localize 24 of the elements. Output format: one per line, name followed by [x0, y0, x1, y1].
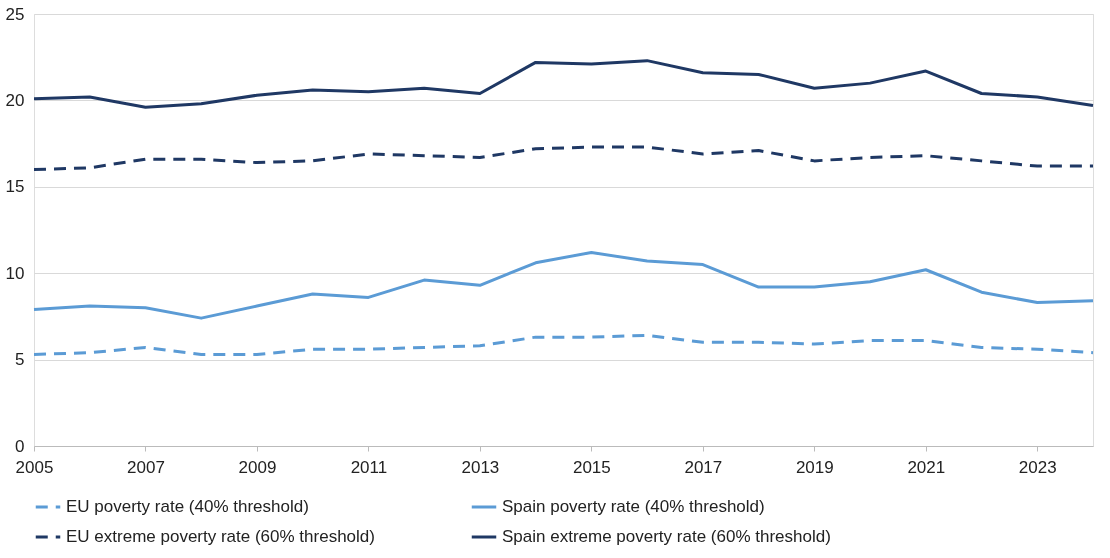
x-tick-label: 2015: [572, 457, 611, 477]
line-series: [32, 333, 1095, 356]
legend-label: Spain poverty rate (40% threshold): [502, 497, 765, 516]
x-tick-label: 2009: [238, 457, 277, 477]
x-tick-label: 2013: [461, 457, 500, 477]
legend-label: EU extreme poverty rate (60% threshold): [66, 527, 375, 546]
y-tick-label: 10: [5, 263, 25, 283]
x-tick-label: 2005: [15, 457, 54, 477]
y-tick-label: 5: [15, 350, 25, 370]
y-tick-label: 0: [15, 436, 25, 456]
x-tick-label: 2019: [795, 457, 834, 477]
x-tick-label: 2007: [127, 457, 165, 477]
line-series: [32, 145, 1095, 172]
x-tick-label: 2017: [684, 457, 723, 477]
y-tick-label: 25: [5, 4, 25, 24]
line-series: [32, 250, 1095, 320]
legend-label: EU poverty rate (40% threshold): [66, 497, 309, 516]
x-tick-label: 2021: [907, 457, 946, 477]
x-tick-label: 2011: [350, 457, 388, 477]
legend-label: Spain extreme poverty rate (60% threshold): [502, 527, 831, 546]
x-tick-label: 2023: [1018, 457, 1057, 477]
line-series: [32, 59, 1095, 109]
y-tick-label: 20: [5, 90, 25, 110]
y-tick-label: 15: [5, 177, 25, 197]
